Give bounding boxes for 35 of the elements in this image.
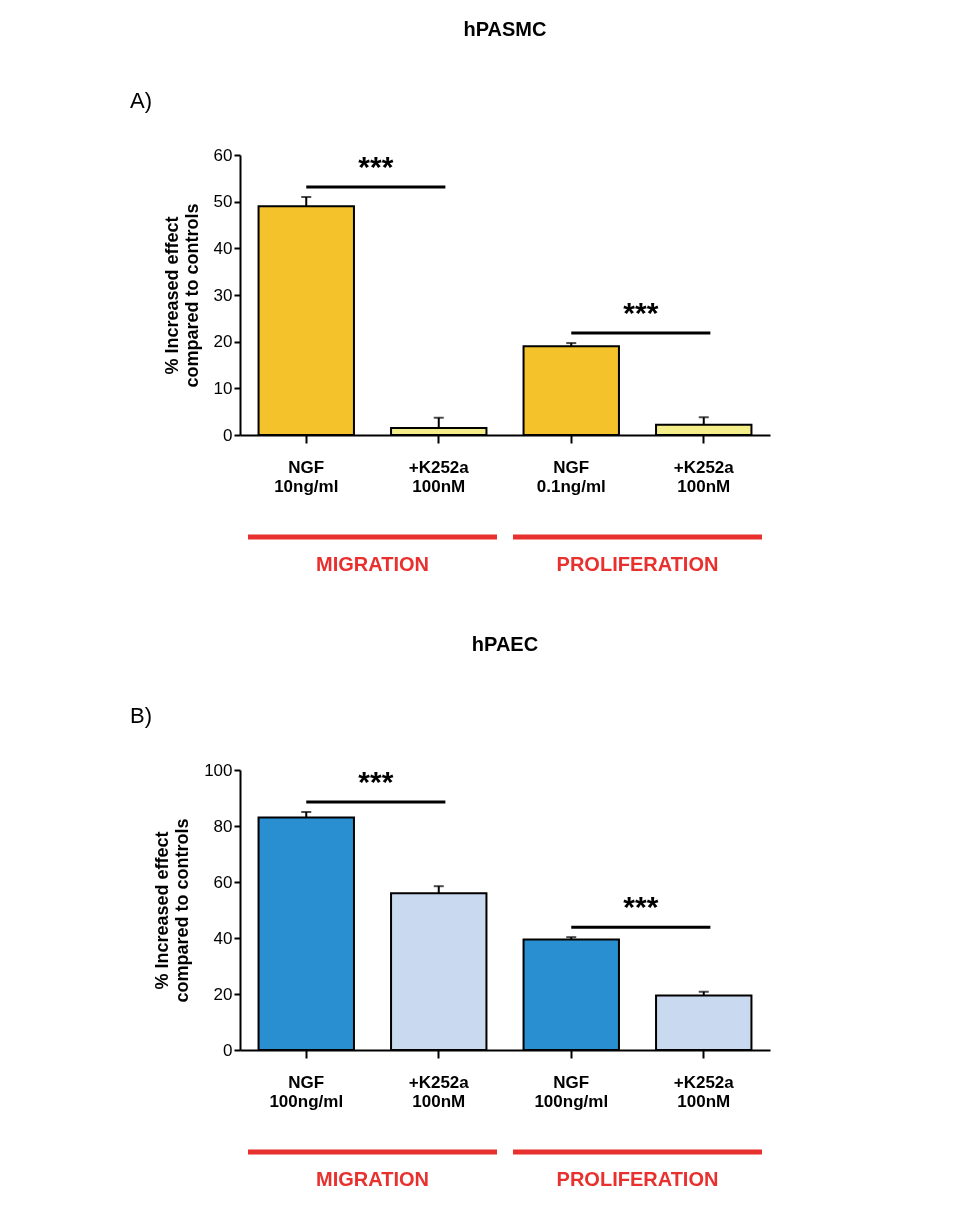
y-tick-label: 100 <box>204 760 233 780</box>
x-tick-label: NGF 0.1ng/ml <box>536 457 606 496</box>
y-tick-label: 20 <box>213 332 233 352</box>
text: A) <box>130 88 152 113</box>
x-tick-label: +K252a 100nM <box>408 1072 470 1111</box>
text: MIGRATION <box>316 1168 429 1190</box>
chart-title: hPASMC <box>463 18 547 40</box>
y-tick-label: 10 <box>213 378 233 398</box>
text: PROLIFERATION <box>556 1168 719 1190</box>
x-tick-label: NGF 100ng/ml <box>534 1072 609 1111</box>
y-tick-label: 40 <box>213 238 233 258</box>
y-tick-label: 0 <box>223 425 233 445</box>
y-tick-label: 40 <box>213 928 233 948</box>
text: B) <box>130 703 152 728</box>
text: MIGRATION <box>316 553 429 575</box>
text: PROLIFERATION <box>556 553 719 575</box>
y-tick-label: 50 <box>213 192 233 212</box>
annotation: *** <box>623 890 659 924</box>
y-tick-label: 80 <box>213 816 233 836</box>
annotation: *** <box>358 765 394 798</box>
y-axis-title: % Increased effect compared to controls <box>152 818 193 1003</box>
x-tick-label: +K252a 100nM <box>673 457 735 496</box>
y-axis-title: % Increased effect compared to controls <box>161 203 202 388</box>
y-tick-label: 30 <box>213 285 233 305</box>
annotation: *** <box>623 296 659 330</box>
chart-title: hPAEC <box>471 633 539 655</box>
y-tick-label: 20 <box>213 984 233 1004</box>
x-tick-label: +K252a 100nM <box>408 457 470 496</box>
y-tick-label: 60 <box>213 872 233 892</box>
y-tick-label: 60 <box>213 145 233 165</box>
y-tick-label: 0 <box>223 1040 233 1060</box>
x-tick-label: NGF 10ng/ml <box>274 457 339 496</box>
annotation: *** <box>358 150 394 183</box>
x-tick-label: +K252a 100nM <box>673 1072 735 1111</box>
x-tick-label: NGF 100ng/ml <box>269 1072 344 1111</box>
